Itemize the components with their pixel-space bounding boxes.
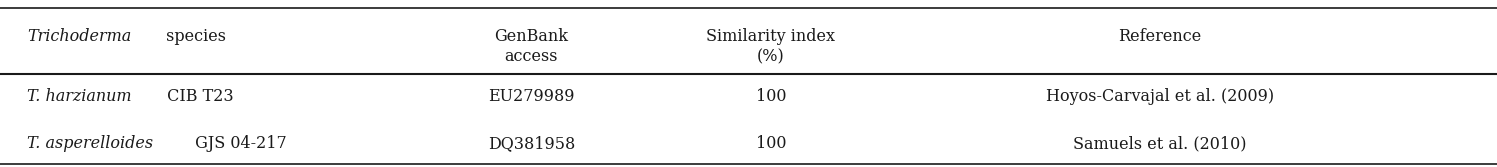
Text: 100: 100 <box>756 88 786 105</box>
Text: T. harzianum: T. harzianum <box>27 88 132 105</box>
Text: EU279989: EU279989 <box>488 88 575 105</box>
Text: 100: 100 <box>756 135 786 152</box>
Text: GenBank
access: GenBank access <box>494 28 569 65</box>
Text: GJS 04-217: GJS 04-217 <box>190 135 286 152</box>
Text: T. asperelloides: T. asperelloides <box>27 135 153 152</box>
Text: Similarity index
(%): Similarity index (%) <box>707 28 835 65</box>
Text: Reference: Reference <box>1118 28 1202 45</box>
Text: Samuels et al. (2010): Samuels et al. (2010) <box>1073 135 1247 152</box>
Text: species: species <box>162 28 226 45</box>
Text: Hoyos-Carvajal et al. (2009): Hoyos-Carvajal et al. (2009) <box>1046 88 1274 105</box>
Text: Trichoderma: Trichoderma <box>27 28 132 45</box>
Text: DQ381958: DQ381958 <box>488 135 575 152</box>
Text: CIB T23: CIB T23 <box>162 88 234 105</box>
